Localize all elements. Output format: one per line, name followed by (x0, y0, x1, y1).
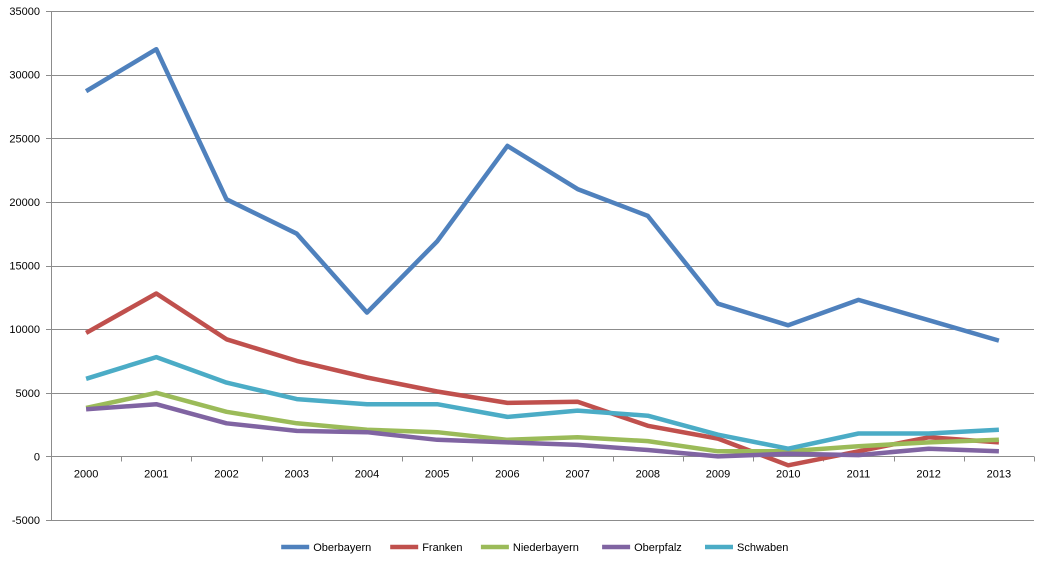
series-line-oberbayern (84, 46, 1000, 343)
x-axis-tick-labels: 2000 2001 2002 2003 2004 2005 2006 2007 2008 2009… (74, 468, 1011, 480)
x-tick-label: 2013 (987, 468, 1011, 480)
x-tick-label: 2003 (285, 468, 309, 480)
series-line-schwaben (85, 354, 1000, 451)
y-tick-label: 35000 (9, 6, 40, 18)
legend-label: Oberbayern (313, 542, 371, 554)
y-tick-label: 25000 (9, 133, 40, 145)
x-tick-label: 2004 (355, 468, 379, 480)
x-tick-label: 2008 (636, 468, 660, 480)
x-tick-label: 2005 (425, 468, 449, 480)
legend-item-oberbayern: Oberbayern (281, 542, 371, 554)
y-tick-label: -5000 (12, 515, 40, 527)
legend-item-schwaben: Schwaben (705, 542, 788, 554)
x-tick-label: 2010 (776, 468, 800, 480)
y-tick-label: 20000 (9, 197, 40, 209)
y-tick-label: 0 (34, 451, 40, 463)
x-tick-label: 2012 (916, 468, 940, 480)
legend-item-oberpfalz: Oberpfalz (602, 542, 682, 554)
x-tick-label: 2006 (495, 468, 519, 480)
legend-label: Franken (422, 542, 462, 554)
series-line-niederbayern (85, 390, 999, 454)
legend-item-niederbayern: Niederbayern (480, 542, 579, 554)
legend-item-franken: Franken (390, 542, 463, 554)
y-tick-label: 15000 (9, 261, 40, 273)
legend-label: Niederbayern (513, 542, 579, 554)
x-tick-label: 2007 (565, 468, 589, 480)
legend-label: Oberpfalz (634, 542, 682, 554)
x-tick-label: 2002 (214, 468, 238, 480)
x-tick-label: 2001 (144, 468, 168, 480)
x-tick-label: 2011 (847, 468, 871, 480)
x-tick-label: 2000 (74, 468, 98, 480)
y-tick-label: 10000 (9, 324, 40, 336)
x-tick-label: 2009 (706, 468, 730, 480)
legend-label: Schwaben (737, 542, 788, 554)
y-axis-tick-labels: -5000 0 5000 10000 15000 20000 25000 30000 35000 (9, 6, 40, 527)
series-layer (84, 46, 1000, 468)
y-tick-label: 30000 (9, 70, 40, 82)
legend: Oberbayern Franken Niederbayern Oberpfalz Sc… (281, 542, 788, 554)
series-line-oberpfalz (85, 401, 999, 459)
y-tick-label: 5000 (16, 388, 40, 400)
